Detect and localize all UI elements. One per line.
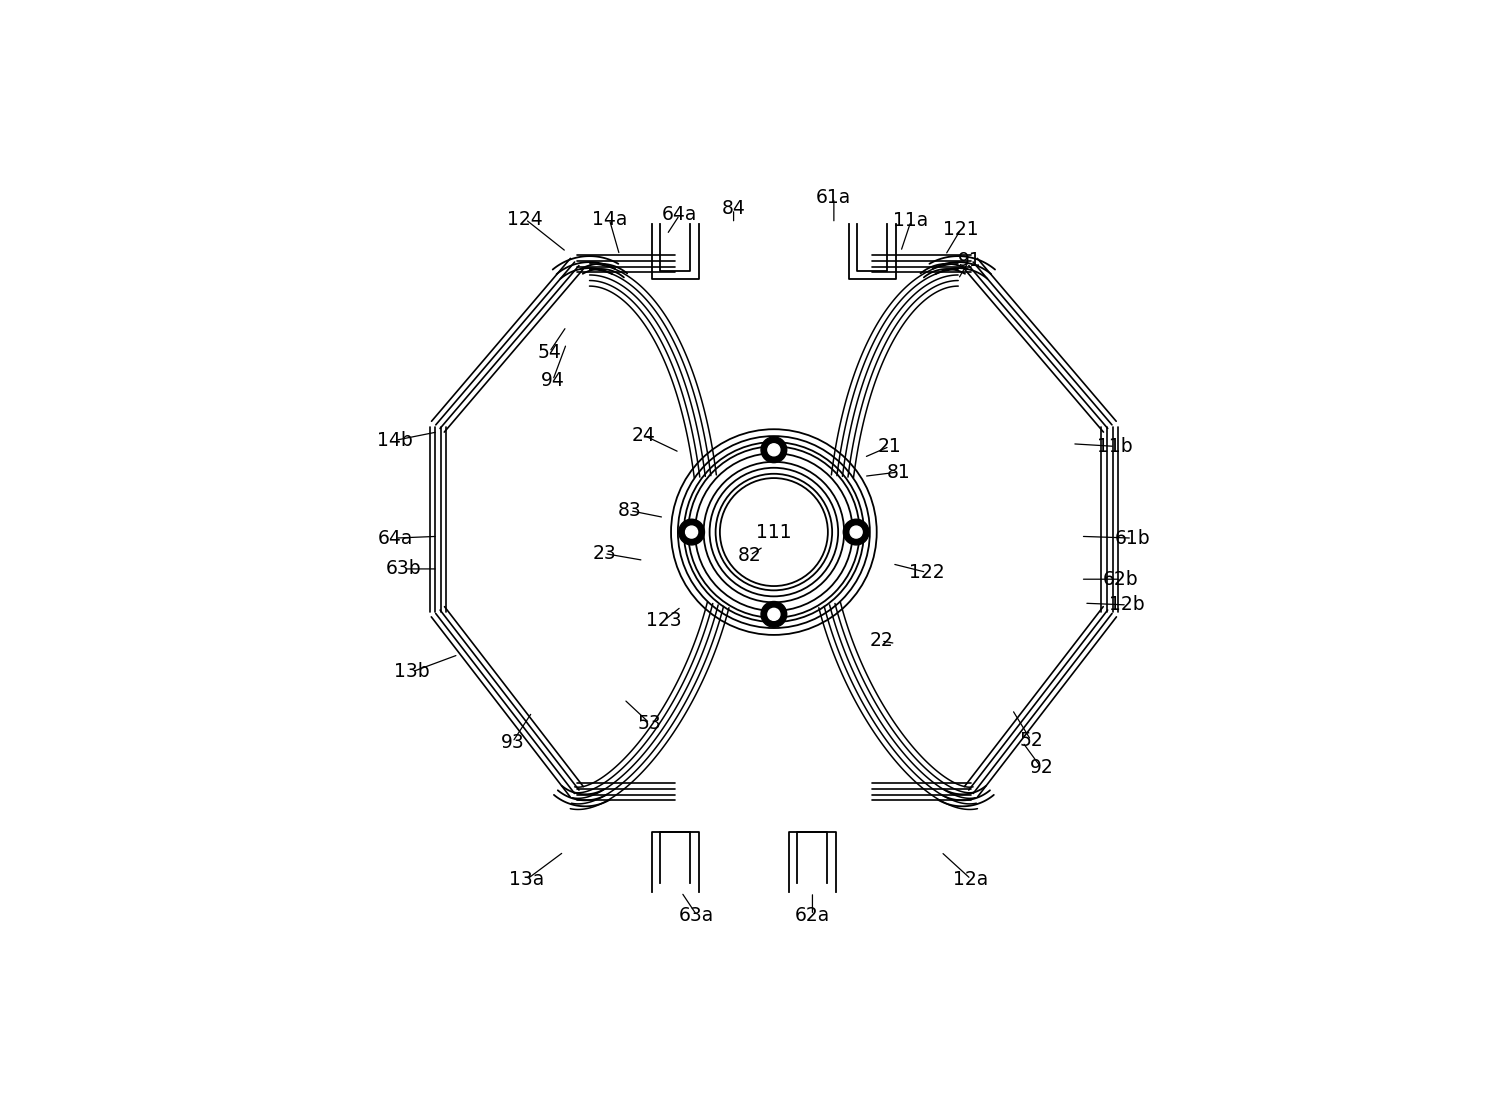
Text: 22: 22 [870,631,892,650]
Text: 64a: 64a [661,206,698,225]
Circle shape [680,519,705,545]
Text: 61a: 61a [817,188,852,207]
Text: 53: 53 [637,713,661,732]
Text: 84: 84 [722,199,746,218]
Circle shape [850,526,862,538]
Text: 52: 52 [1019,731,1043,750]
Text: 93: 93 [501,732,524,751]
Text: 24: 24 [631,426,655,445]
Text: 21: 21 [877,437,901,456]
Text: 64a: 64a [378,529,412,548]
Text: 14b: 14b [378,431,412,450]
Circle shape [769,609,779,620]
Circle shape [720,479,827,587]
Circle shape [686,526,698,538]
Text: 81: 81 [886,463,911,482]
Text: 123: 123 [646,611,683,630]
Text: 14a: 14a [592,209,627,229]
Circle shape [769,444,779,456]
Text: 94: 94 [541,371,565,390]
Text: 92: 92 [1030,758,1052,777]
Text: 12a: 12a [953,869,989,888]
Text: 63b: 63b [387,560,421,579]
Circle shape [761,601,787,628]
Text: 124: 124 [507,209,544,229]
Text: 61b: 61b [1114,529,1151,548]
Text: 63a: 63a [680,906,714,925]
Circle shape [761,437,787,463]
Circle shape [843,519,868,545]
Text: 91: 91 [957,250,982,269]
Text: 62b: 62b [1104,570,1139,589]
Text: 11b: 11b [1098,437,1132,456]
Text: 82: 82 [738,545,761,564]
Text: 12b: 12b [1110,595,1145,614]
Text: 121: 121 [942,220,978,239]
Text: 23: 23 [592,544,616,563]
Text: 111: 111 [757,523,791,542]
Text: 13b: 13b [394,662,430,681]
Text: 83: 83 [618,501,642,520]
Text: 11a: 11a [894,211,929,230]
Text: 122: 122 [909,563,944,582]
Text: 54: 54 [538,343,562,362]
Text: 62a: 62a [794,906,830,925]
Text: 13a: 13a [509,869,545,888]
